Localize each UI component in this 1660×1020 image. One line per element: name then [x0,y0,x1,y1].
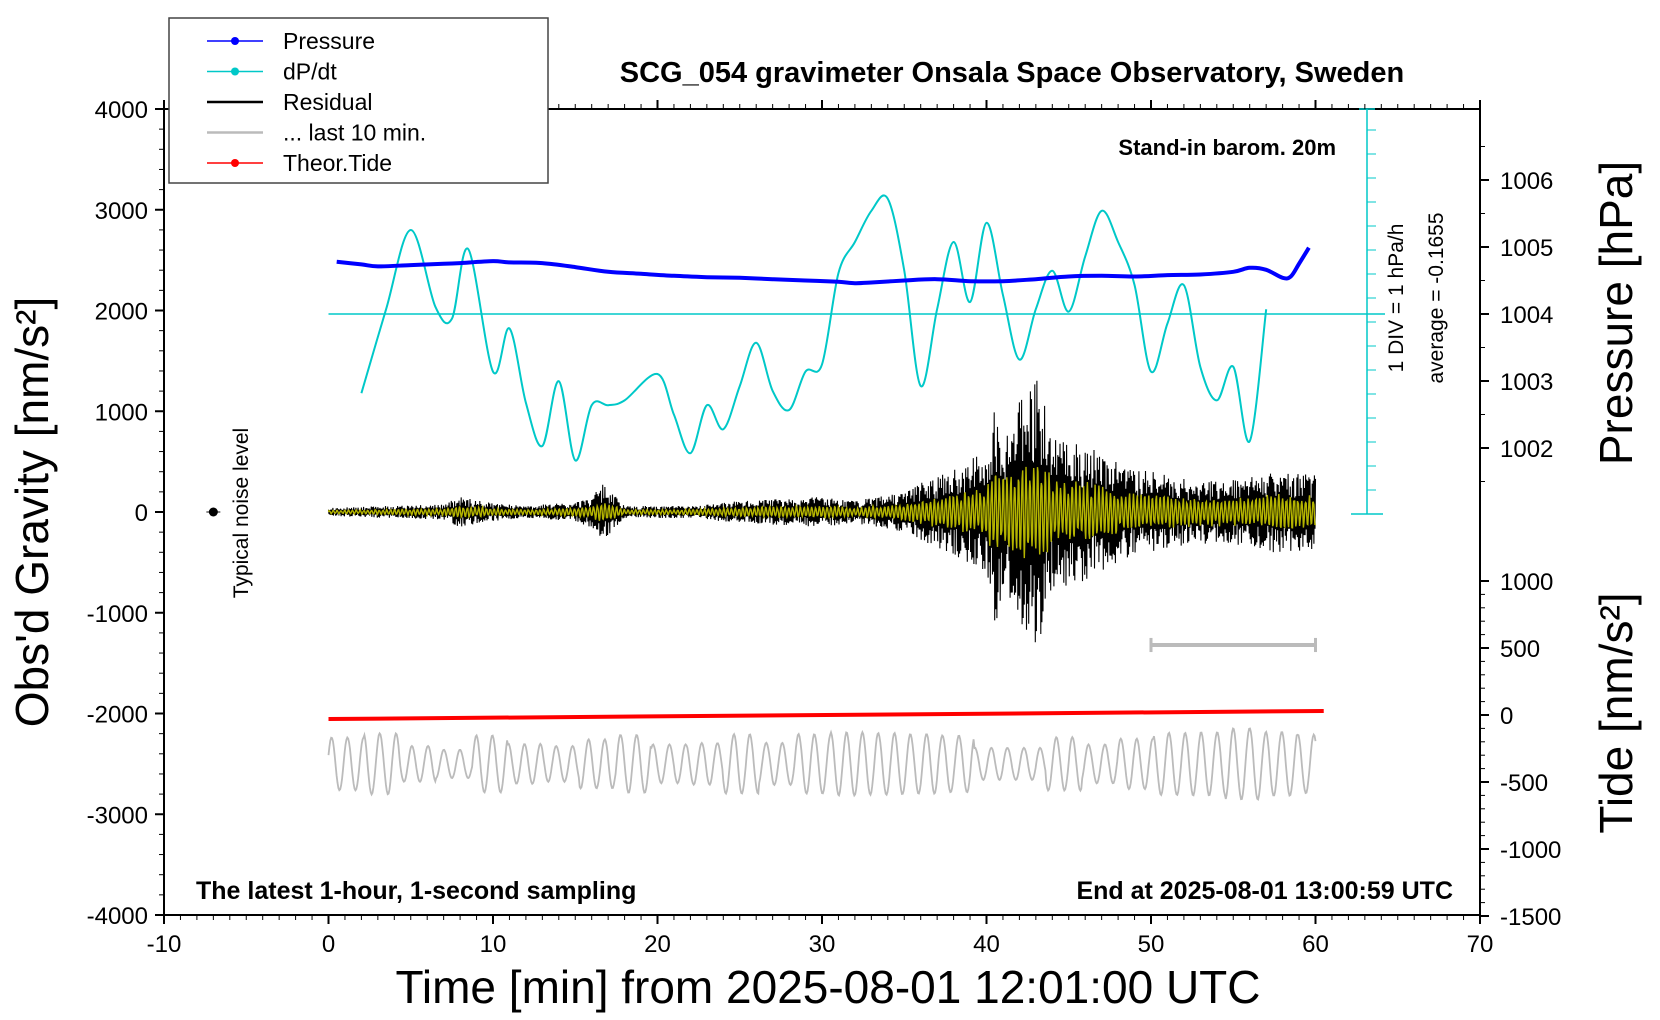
axes-layer: -10 0 10 20 30 40 50 60 70 4000 3000 2000 1000 0 -1000… [87,97,1562,958]
data-layer [206,108,1385,801]
y-tick-label: -2000 [87,702,148,729]
x-tick-label: -10 [147,931,182,958]
y-tick-label: 4000 [95,97,148,124]
y-tick-label: 1000 [95,399,148,426]
pressure-tick-label: 1003 [1500,369,1553,396]
y-tick-label: 0 [135,500,148,527]
y-axis-title-pressure: Pressure [hPa] [1590,161,1642,465]
last-10-min-line [327,727,1317,801]
div-scale-label: 1 DIV = 1 hPa/h [1385,224,1408,373]
x-tick-label: 50 [1138,931,1165,958]
legend-marker [231,159,239,167]
y-axis-title-tide: Tide [nm/s²] [1590,592,1642,833]
stand-in-barometer-note: Stand-in barom. 20m [1118,135,1336,160]
tide-tick-label: 1000 [1500,569,1553,596]
y-tick-label: 3000 [95,198,148,225]
x-tick-label: 30 [809,931,836,958]
end-time-note: End at 2025-08-01 13:00:59 UTC [1076,877,1453,905]
pressure-tick-label: 1006 [1500,168,1553,195]
tide-tick-label: -500 [1500,770,1548,797]
pressure-tick-label: 1004 [1500,302,1553,329]
chart-title: SCG_054 gravimeter Onsala Space Observat… [620,57,1404,89]
theor-tide-line [328,708,1324,722]
legend-label: ... last 10 min. [283,120,426,146]
legend-label: Residual [283,89,373,115]
dpdt-line [360,194,1268,462]
residual-filtered-line [327,466,1317,559]
tide-tick-label: -1000 [1500,837,1561,864]
x-axis-title: Time [min] from 2025-08-01 12:01:00 UTC [396,961,1261,1013]
legend: Pressure dP/dt Residual ... last 10 min. The… [168,17,549,184]
tide-tick-label: 0 [1500,703,1513,730]
residual-line [327,380,1317,643]
y-axis-title-gravity: Obs'd Gravity [nm/s²] [6,297,58,728]
x-tick-label: 0 [322,931,335,958]
x-tick-label: 70 [1467,931,1494,958]
typical-noise-label: Typical noise level [230,428,253,598]
y-tick-label: -3000 [87,802,148,829]
y-tick-label: 2000 [95,299,148,326]
y-tick-label: -1000 [87,601,148,628]
tide-tick-label: -1500 [1500,904,1561,931]
pressure-line [336,246,1311,286]
legend-marker [231,37,239,45]
legend-label: Pressure [283,28,375,54]
x-tick-label: 40 [973,931,1000,958]
x-tick-label: 10 [480,931,507,958]
sampling-note: The latest 1-hour, 1-second sampling [196,877,636,905]
average-label: average = -0.1655 [1425,212,1448,383]
legend-label: Theor.Tide [283,150,392,176]
y-tick-label: -4000 [87,903,148,930]
x-tick-label: 20 [644,931,671,958]
noise-level-marker [208,507,218,517]
pressure-tick-label: 1005 [1500,235,1553,262]
x-tick-label: 60 [1302,931,1329,958]
legend-box [168,17,549,184]
legend-items: Pressure dP/dt Residual ... last 10 min. The… [207,28,426,176]
tide-tick-label: 500 [1500,636,1540,663]
pressure-tick-label: 1002 [1500,436,1553,463]
legend-label: dP/dt [283,59,337,85]
legend-marker [231,67,239,76]
